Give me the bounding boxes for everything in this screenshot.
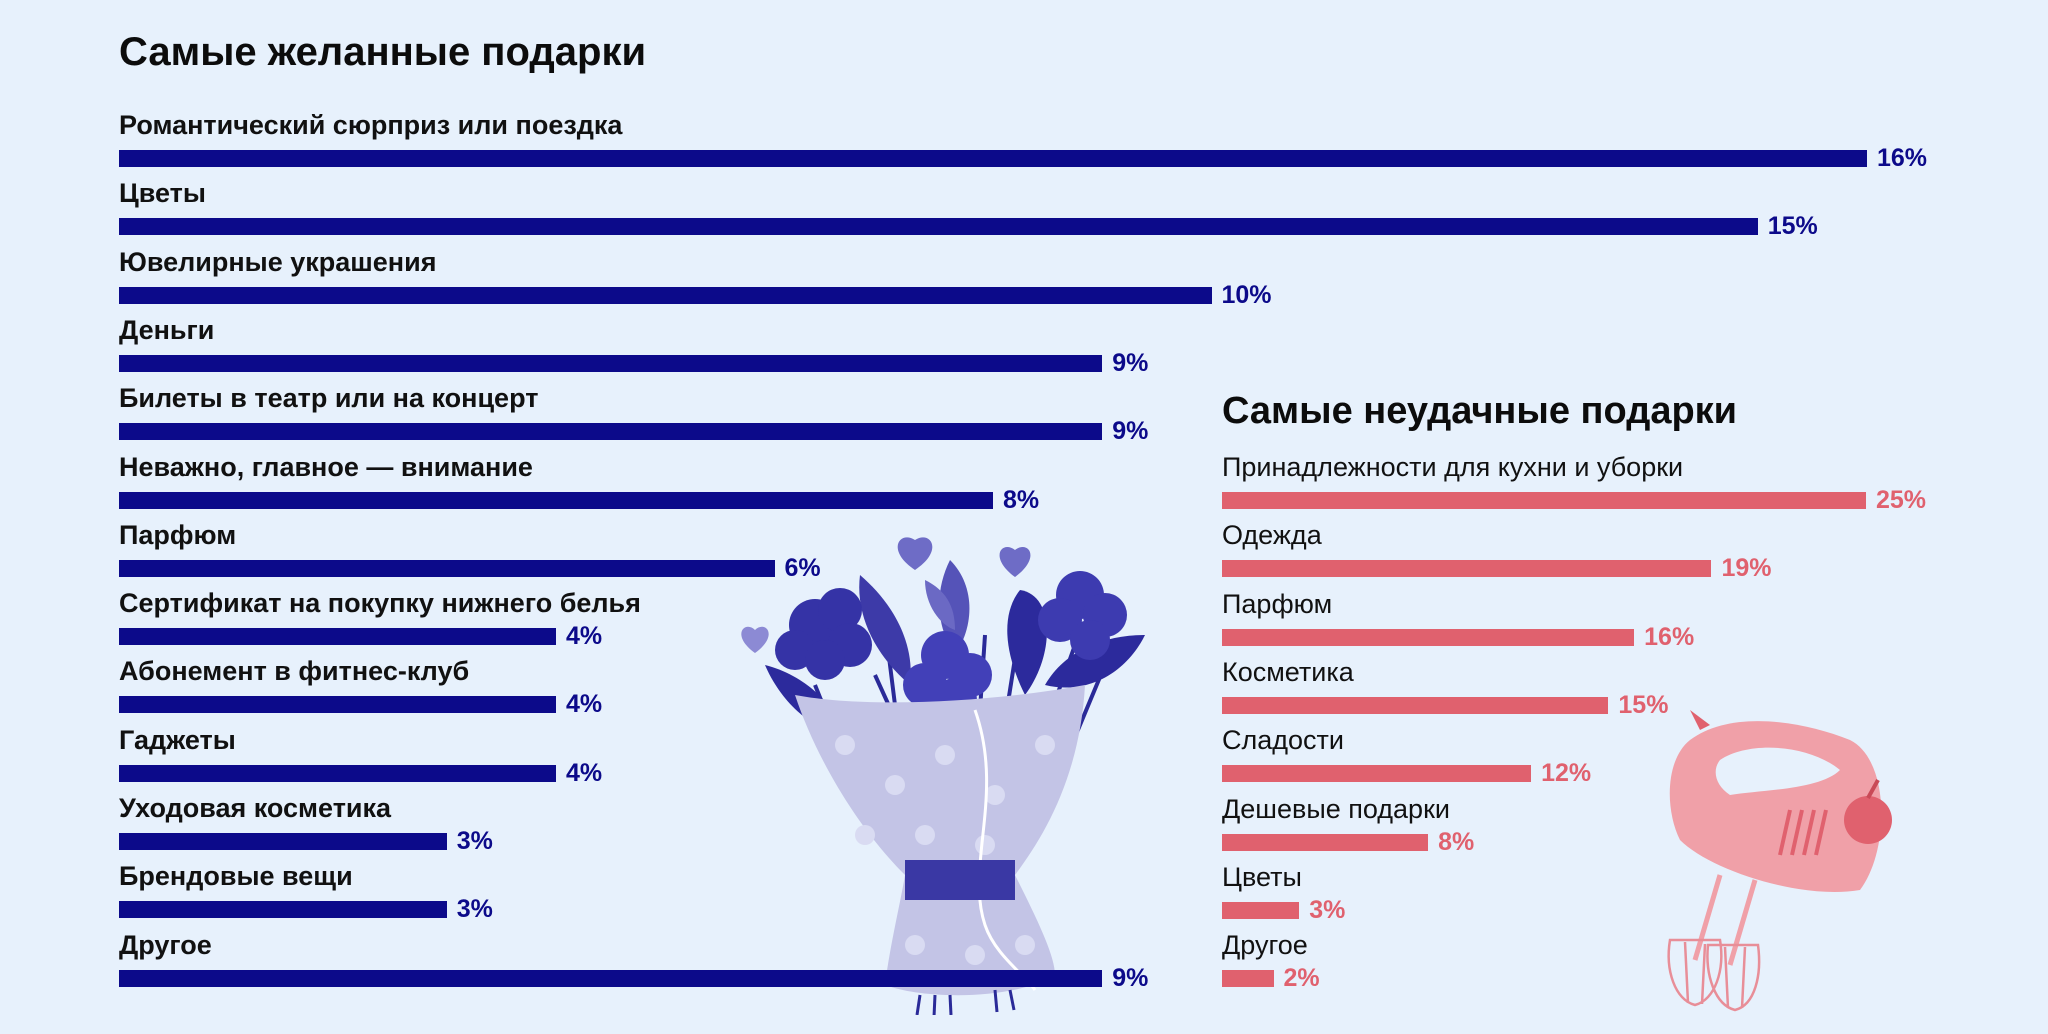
bar [119,150,1867,167]
value-label: 12% [1541,759,1592,788]
value-label: 2% [1283,964,1320,993]
bar [1222,765,1532,783]
bar [119,833,447,850]
failed-gifts-title: Самые неудачные подарки [1222,390,1738,432]
value-label: 8% [1438,827,1475,856]
bar [1222,970,1274,988]
bar [1222,560,1712,578]
bar [119,969,1103,987]
value-label: 16% [1644,622,1695,651]
value-label: 8% [1003,485,1040,514]
value-label: 3% [456,827,493,855]
value-label: 3% [456,895,493,924]
category-label: Брендовые вещи [119,861,353,892]
bar [119,628,556,646]
category-label: Парфюм [1222,588,1333,619]
bar [119,901,447,919]
bar [119,696,556,714]
category-label: Дешевые подарки [1222,793,1450,824]
category-label: Другое [119,929,212,960]
value-label: 3% [1309,895,1346,924]
value-label: 19% [1721,554,1772,583]
category-label: Цветы [119,178,206,209]
category-label: Парфюм [119,519,237,550]
bar [119,354,1103,372]
value-label: 4% [566,758,603,787]
category-label: Гаджеты [119,724,236,755]
category-label: Цветы [1222,861,1302,892]
value-label: 25% [1876,486,1927,514]
value-label: 10% [1221,280,1272,309]
bar [119,423,1103,441]
hand-mixer-illustration [1667,710,1892,1012]
value-label: 15% [1767,212,1818,241]
bar [119,559,775,577]
value-label: 4% [566,622,603,651]
category-label: Неважно, главное — внимание [119,451,533,482]
bar [1222,901,1300,919]
bar [119,218,1758,236]
flower-bouquet-illustration [741,537,1145,1015]
category-label: Деньги [119,314,215,345]
bar [1222,696,1609,714]
category-label: Косметика [1222,656,1354,687]
value-label: 9% [1112,348,1149,377]
value-label: 6% [784,553,821,582]
category-label: Билеты в театр или на концерт [119,383,539,414]
category-label: Сертификат на покупку нижнего белья [119,588,641,619]
value-label: 15% [1618,690,1669,719]
value-label: 9% [1112,417,1149,446]
bar [1222,492,1866,509]
category-label: Уходовая косметика [119,793,392,823]
category-label: Сладости [1222,725,1344,756]
category-label: Другое [1222,930,1308,961]
desired-gifts-title: Самые желанные подарки [119,30,647,74]
bar [1222,833,1429,851]
bar [1222,628,1635,646]
category-label: Романтический сюрприз или поездка [119,110,623,140]
value-label: 16% [1877,144,1928,172]
bar [119,491,993,509]
bar [119,286,1212,304]
value-label: 4% [566,690,603,719]
category-label: Одежда [1222,520,1322,551]
category-label: Абонемент в фитнес-клуб [119,656,470,687]
bar [119,764,556,782]
category-label: Принадлежности для кухни и уборки [1222,452,1684,482]
value-label: 9% [1112,963,1149,992]
category-label: Ювелирные украшения [119,246,437,277]
